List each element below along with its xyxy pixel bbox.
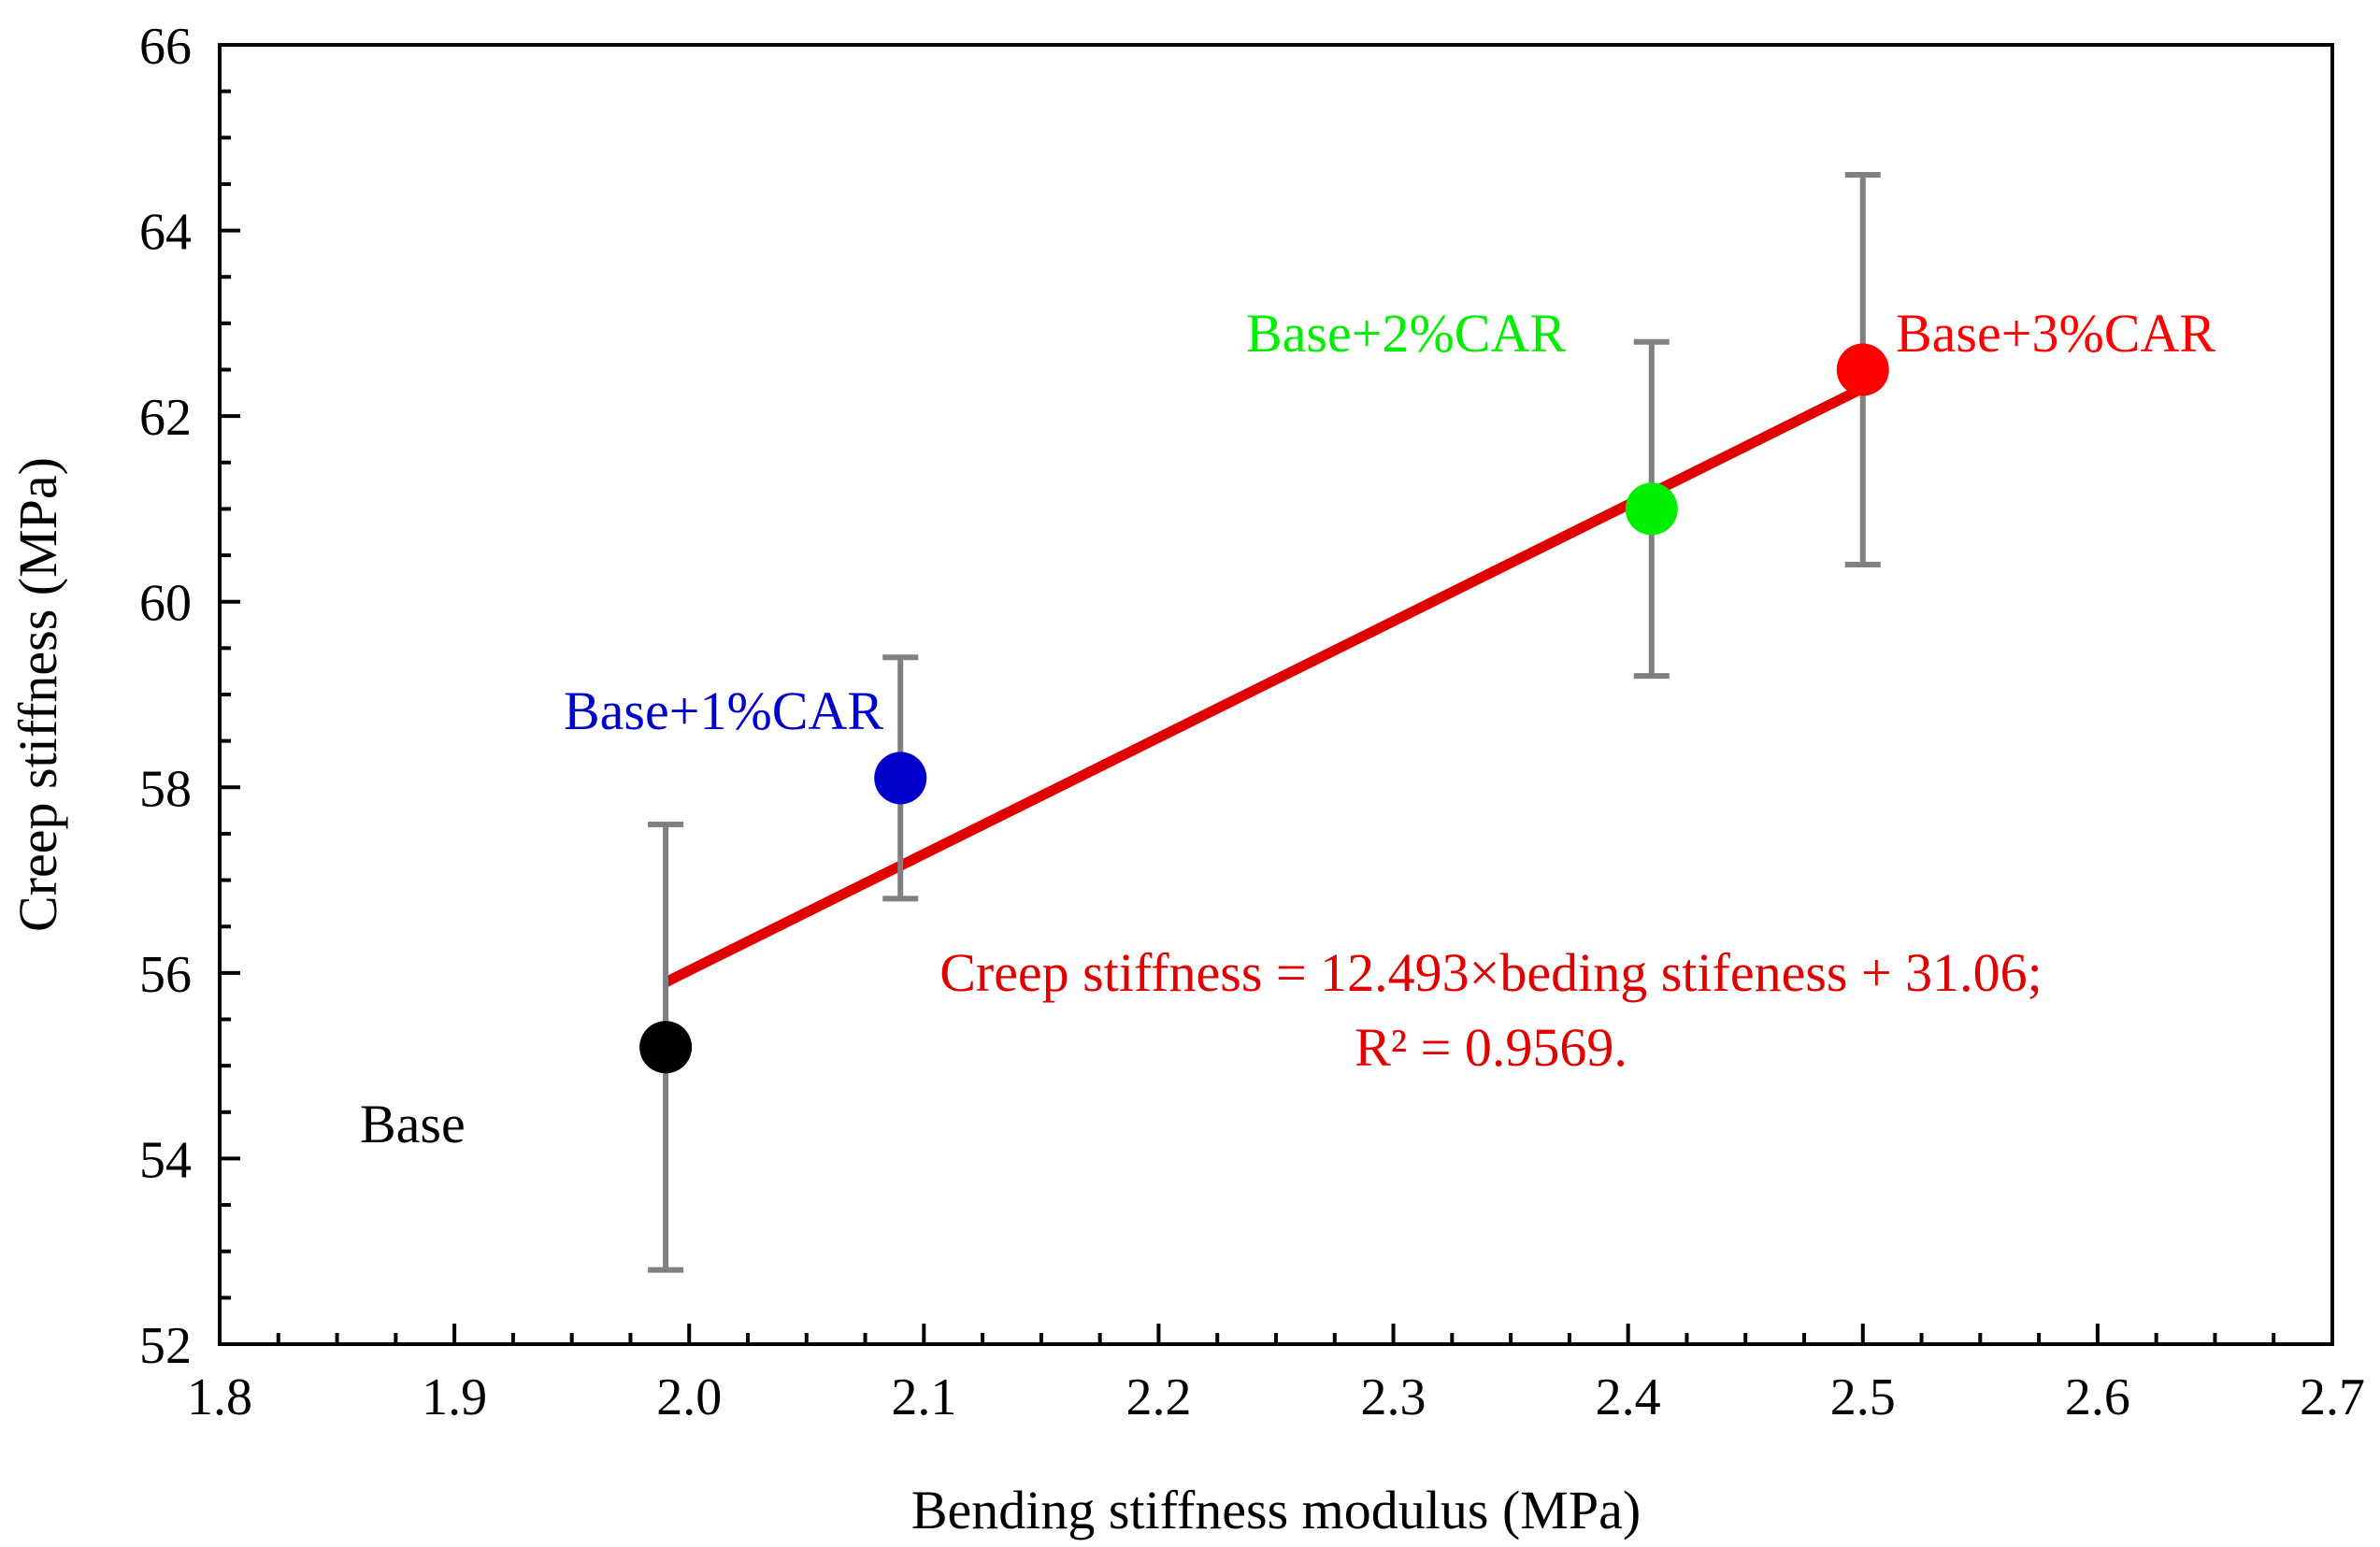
y-tick-label: 58 <box>139 760 192 818</box>
data-point <box>639 1021 693 1074</box>
y-axis-title: Creep stiffness (MPa) <box>7 457 68 932</box>
plot-frame <box>218 43 2334 1346</box>
y-tick-label: 60 <box>139 575 192 633</box>
x-tick-label: 2.1 <box>891 1368 956 1426</box>
x-tick-label: 1.9 <box>422 1368 487 1426</box>
x-tick-label: 2.6 <box>2065 1368 2130 1426</box>
regression-equation: Creep stiffness = 12.493×beding stifenes… <box>939 942 2043 1078</box>
axis-titles: Bending stiffness modulus (MPa) Creep sti… <box>7 457 1641 1540</box>
data-point <box>874 752 927 805</box>
x-tick-label: 2.7 <box>2300 1368 2365 1426</box>
x-axis-title: Bending stiffness modulus (MPa) <box>911 1480 1641 1540</box>
y-tick-label: 54 <box>139 1131 192 1189</box>
axes: 1.8 1.9 2.0 2.1 2.2 2.3 2.4 2.5 2.6 2.7 52 54 56 58 60… <box>139 18 2365 1426</box>
x-tick-label: 2.3 <box>1361 1368 1427 1426</box>
x-tick-label: 2.0 <box>656 1368 722 1426</box>
x-tick-label: 2.5 <box>1830 1368 1896 1426</box>
equation-line: R² = 0.9569. <box>1355 1017 1627 1078</box>
point-label: Base+1%CAR <box>564 680 883 741</box>
x-tick-label: 1.8 <box>187 1368 252 1426</box>
data-points <box>639 343 1889 1074</box>
point-label: Base+3%CAR <box>1896 303 2215 364</box>
x-tick-label: 2.4 <box>1596 1368 1661 1426</box>
data-point <box>1836 343 1889 396</box>
point-label: Base+2%CAR <box>1246 303 1566 364</box>
equation-line: Creep stiffness = 12.493×beding stifenes… <box>939 942 2043 1003</box>
data-point <box>1625 482 1678 536</box>
y-tick-label: 64 <box>139 204 192 262</box>
y-tick-label: 62 <box>139 389 192 447</box>
point-labels: Base Base+1%CAR Base+2%CAR Base+3%CAR <box>360 303 2215 1154</box>
y-tick-label: 56 <box>139 946 192 1004</box>
y-tick-label: 52 <box>139 1317 192 1375</box>
point-label: Base <box>360 1094 466 1154</box>
x-tick-label: 2.2 <box>1125 1368 1191 1426</box>
y-tick-label: 66 <box>139 18 192 76</box>
